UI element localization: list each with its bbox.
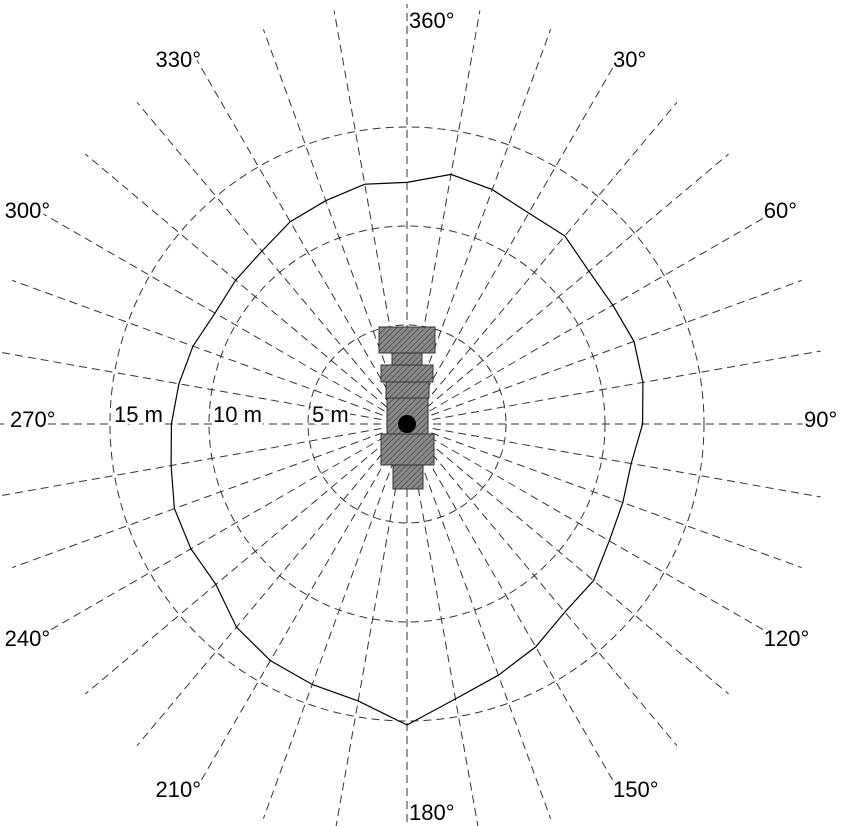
spoke-340 <box>262 29 408 425</box>
angle-label-90: 90° <box>804 407 837 432</box>
spoke-310 <box>84 153 408 425</box>
spoke-160 <box>406 423 552 819</box>
spoke-250 <box>12 423 408 569</box>
spoke-100 <box>406 423 821 498</box>
ring-labels: 5 m 10 m 15 m <box>112 400 352 430</box>
angle-label-360: 360° <box>409 8 455 33</box>
spoke-200 <box>262 423 408 819</box>
angle-label-330: 330° <box>155 47 201 72</box>
angle-label-150: 150° <box>613 777 659 802</box>
spoke-30 <box>406 60 618 425</box>
spoke-210 <box>196 423 408 788</box>
spoke-110 <box>406 423 802 569</box>
spoke-40 <box>406 101 678 425</box>
spoke-290 <box>12 279 408 425</box>
series-line-0 <box>170 173 644 726</box>
spoke-260 <box>0 423 408 497</box>
ring-label-10m: 10 m <box>213 402 262 427</box>
spoke-190 <box>335 423 408 826</box>
angle-labels: 360° 30° 60° 90° 120° 150° 180° 210° 240° 270° 300… <box>2 6 840 826</box>
angle-label-180: 180° <box>409 800 455 825</box>
spoke-240 <box>43 423 408 635</box>
device-drawing <box>378 326 436 490</box>
spoke-50 <box>406 153 730 425</box>
spoke-130 <box>406 423 730 695</box>
ring-15m <box>109 126 705 722</box>
angle-label-120: 120° <box>764 626 810 651</box>
angle-label-30: 30° <box>613 47 646 72</box>
range-rings <box>109 126 705 722</box>
spoke-70 <box>406 279 802 425</box>
ring-5m <box>307 324 507 524</box>
spoke-170 <box>406 423 479 826</box>
spoke-20 <box>406 29 552 425</box>
sensor-dot <box>398 415 416 433</box>
range-profile <box>170 173 644 726</box>
spoke-220 <box>136 423 408 747</box>
ring-label-15m: 15 m <box>114 402 163 427</box>
ring-label-5m: 5 m <box>312 402 349 427</box>
spoke-140 <box>406 423 678 747</box>
spoke-80 <box>406 350 821 425</box>
spoke-330 <box>196 60 408 425</box>
spoke-230 <box>84 423 408 695</box>
spoke-60 <box>406 213 771 425</box>
spoke-280 <box>0 351 408 425</box>
spoke-300 <box>43 213 408 425</box>
spoke-320 <box>136 101 408 425</box>
angle-label-240: 240° <box>5 626 51 651</box>
angle-label-60: 60° <box>764 198 797 223</box>
angle-label-210: 210° <box>155 777 201 802</box>
angle-label-270: 270° <box>10 407 56 432</box>
spoke-150 <box>406 423 618 788</box>
angle-spokes <box>0 4 827 826</box>
angle-label-300: 300° <box>5 198 51 223</box>
spoke-120 <box>406 423 771 635</box>
ring-10m <box>208 225 606 623</box>
